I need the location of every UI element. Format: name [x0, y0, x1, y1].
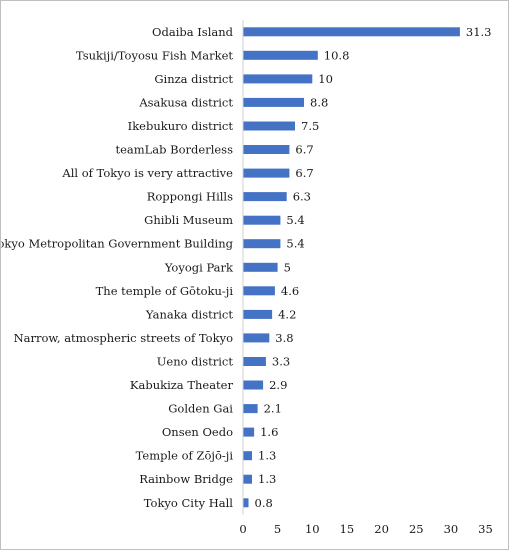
- bar: [243, 192, 287, 202]
- bar: [243, 498, 249, 508]
- data-label: 6.3: [293, 190, 311, 204]
- bar: [243, 215, 281, 225]
- value-labels: 31.3 10.8 10 8.8 7.5 6.7 6.7 6.3 5.4 5.4 5 4.6 4.2 3.…: [255, 25, 492, 510]
- data-label: 4.6: [281, 284, 299, 298]
- x-tick-label: 25: [409, 522, 424, 536]
- data-label: 6.7: [295, 166, 313, 180]
- category-label: Yoyogi Park: [164, 260, 234, 274]
- bar: [243, 239, 281, 249]
- data-label: 0.8: [255, 496, 273, 510]
- category-label: Temple of Zōjō-ji: [136, 449, 234, 463]
- data-label: 5.4: [286, 213, 304, 227]
- bar: [243, 50, 318, 60]
- data-label: 10.8: [324, 48, 350, 62]
- bar: [243, 357, 266, 366]
- data-label: 10: [318, 72, 333, 86]
- data-label: 3.8: [275, 331, 293, 345]
- bar: [243, 27, 460, 37]
- bars-layer: [243, 27, 460, 508]
- bar: [243, 333, 270, 343]
- category-label: Ginza district: [154, 72, 233, 86]
- x-tick-label: 10: [305, 522, 320, 536]
- category-labels: Odaiba Island Tsukiji/Toyosu Fish Market G…: [1, 25, 234, 510]
- category-label: teamLab Borderless: [115, 143, 233, 157]
- category-label: Ikebukuro district: [128, 119, 234, 133]
- category-label: Ueno district: [157, 355, 234, 369]
- data-label: 1.3: [258, 449, 276, 463]
- category-label: Asakusa district: [138, 95, 233, 109]
- bar: [243, 474, 252, 484]
- data-label: 4.2: [278, 307, 296, 321]
- category-label: The temple of Gōtoku-ji: [96, 284, 234, 298]
- data-label: 1.3: [258, 472, 276, 486]
- category-label: Odaiba Island: [152, 25, 234, 39]
- bar: [243, 286, 275, 296]
- x-tick-label: 30: [444, 522, 459, 536]
- category-label: Ghibli Museum: [144, 213, 233, 227]
- bar: [243, 309, 273, 319]
- data-label: 3.3: [272, 355, 290, 369]
- bar: [243, 97, 304, 107]
- category-label: All of Tokyo is very attractive: [61, 166, 233, 180]
- category-label: Roppongi Hills: [147, 190, 233, 204]
- category-label: Yanaka district: [145, 307, 233, 321]
- x-tick-label: 20: [374, 522, 389, 536]
- bar: [243, 451, 252, 461]
- bar: [243, 168, 290, 178]
- category-label: Narrow, atmospheric streets of Tokyo: [14, 331, 233, 345]
- bar: [243, 380, 264, 390]
- category-label: Rainbow Bridge: [139, 472, 233, 486]
- category-label: Kabukiza Theater: [130, 378, 234, 392]
- data-label: 1.6: [260, 425, 278, 439]
- bar: [243, 74, 313, 84]
- data-label: 6.7: [295, 143, 313, 157]
- bar: [243, 121, 295, 131]
- data-label: 2.1: [264, 402, 282, 416]
- category-label: Golden Gai: [168, 402, 233, 416]
- bar: [243, 145, 290, 154]
- x-axis-ticks: 0 5 10 15 20 25 30 35: [239, 522, 492, 536]
- x-tick-label: 35: [478, 522, 493, 536]
- category-label: Tsukiji/Toyosu Fish Market: [76, 48, 234, 62]
- data-label: 31.3: [466, 25, 492, 39]
- category-label: Onsen Oedo: [162, 425, 233, 439]
- x-tick-label: 0: [239, 522, 246, 536]
- data-label: 2.9: [269, 378, 287, 392]
- bar: [243, 427, 255, 437]
- data-label: 8.8: [310, 95, 328, 109]
- category-label: Tokyo Metropolitan Government Building: [1, 237, 234, 251]
- x-tick-label: 5: [274, 522, 281, 536]
- category-label: Tokyo City Hall: [144, 496, 234, 510]
- bar: [243, 404, 258, 414]
- data-label: 7.5: [301, 119, 319, 133]
- data-label: 5.4: [286, 237, 304, 251]
- x-tick-label: 15: [340, 522, 355, 536]
- data-label: 5: [284, 260, 291, 274]
- bar: [243, 262, 278, 272]
